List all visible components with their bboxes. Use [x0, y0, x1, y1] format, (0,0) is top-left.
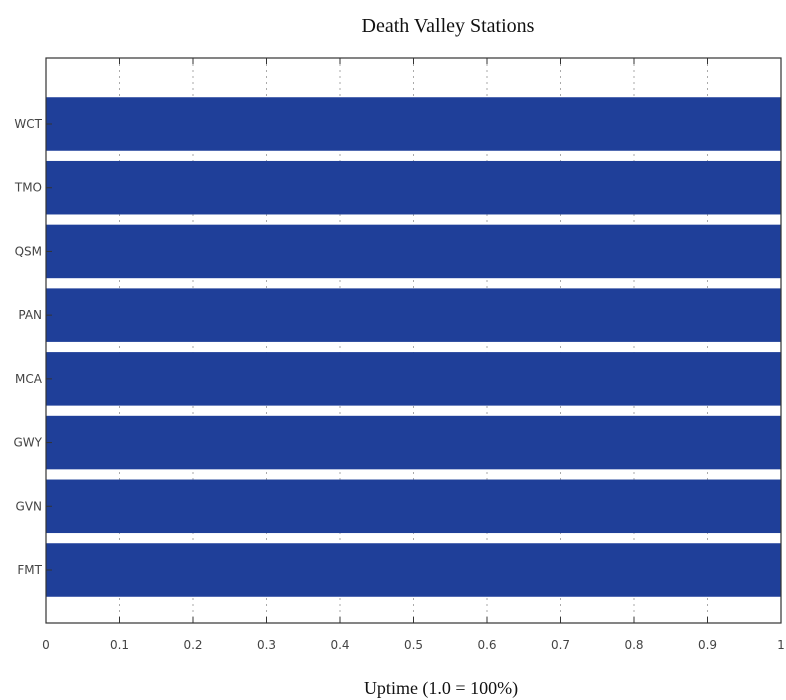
chart-title: Death Valley Stations [362, 15, 535, 37]
y-tick-label: GVN [16, 499, 42, 513]
x-tick-label: 0 [42, 638, 50, 652]
y-axis-ticks: WCT TMO QSM PAN MCA GWY GVN FMT [14, 117, 52, 577]
y-tick-label: TMO [14, 181, 42, 195]
x-axis-label: Uptime (1.0 = 100%) [364, 678, 518, 699]
y-tick-label: FMT [17, 563, 42, 577]
bar-tmo [46, 160, 781, 215]
bar-gwy [46, 415, 781, 470]
x-tick-label: 0.9 [698, 638, 717, 652]
x-tick-label: 0.8 [624, 638, 643, 652]
bars [46, 97, 781, 597]
bar-mca [46, 352, 781, 406]
y-tick-label: QSM [15, 244, 42, 258]
y-tick-label: MCA [15, 372, 43, 386]
bar-fmt [46, 543, 781, 597]
bar-wct [46, 97, 781, 151]
x-axis-ticks: 0 0.1 0.2 0.3 0.4 0.5 0.6 0.7 0.8 0.9 1 [42, 58, 785, 652]
x-tick-label: 0.2 [183, 638, 202, 652]
y-tick-label: GWY [14, 436, 43, 450]
y-tick-label: WCT [14, 117, 42, 131]
x-tick-label: 0.3 [257, 638, 276, 652]
x-tick-label: 0.7 [551, 638, 570, 652]
bar-gvn [46, 479, 781, 534]
x-tick-label: 1 [777, 638, 785, 652]
y-tick-label: PAN [18, 308, 42, 322]
x-tick-label: 0.4 [330, 638, 349, 652]
x-tick-label: 0.6 [477, 638, 496, 652]
x-tick-label: 0.5 [404, 638, 423, 652]
bar-pan [46, 288, 781, 342]
x-tick-label: 0.1 [110, 638, 129, 652]
bar-qsm [46, 224, 781, 279]
